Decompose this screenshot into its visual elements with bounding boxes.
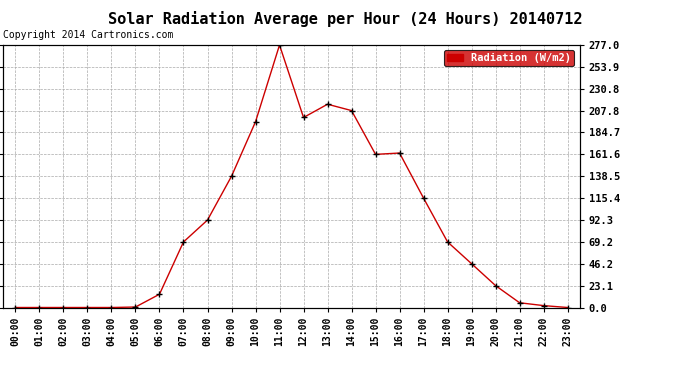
Text: Solar Radiation Average per Hour (24 Hours) 20140712: Solar Radiation Average per Hour (24 Hou… — [108, 11, 582, 27]
Text: Copyright 2014 Cartronics.com: Copyright 2014 Cartronics.com — [3, 30, 174, 40]
Legend: Radiation (W/m2): Radiation (W/m2) — [444, 50, 574, 66]
